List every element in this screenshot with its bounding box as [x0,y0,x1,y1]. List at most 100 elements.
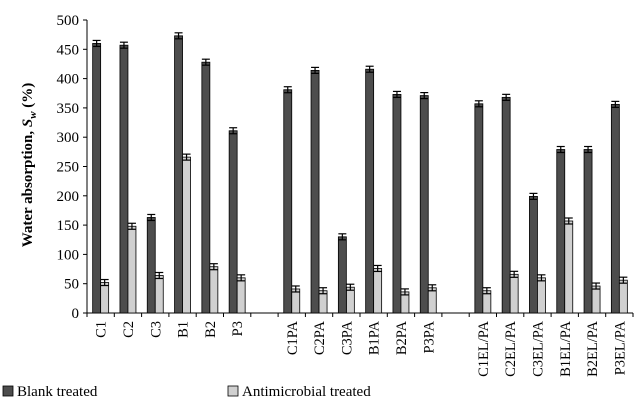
bar [509,273,519,314]
bar [146,217,156,314]
bar-group [100,278,110,314]
bar-group [365,65,375,314]
x-tick-label: B1EL/PA [558,320,574,376]
bar-group [174,32,183,314]
y-tick-label: 100 [57,247,80,263]
bar-group [419,91,429,314]
bar [182,156,191,314]
bar [92,43,102,314]
bar [392,94,402,314]
legend-swatch [227,385,239,397]
bar-group [119,41,129,314]
legend-swatch [2,385,14,397]
bar [345,286,355,314]
bar-group [201,58,211,314]
bars-layer [92,32,628,314]
y-tick-label: 150 [57,218,80,234]
ticks-layer: 0 50 100 150 200 250 300 350 400 450 500 C1 C2 C3 B1 B2… [57,13,634,377]
bar-group [228,127,238,314]
y-tick-label: 400 [57,72,80,88]
bar [610,103,620,314]
bar [537,277,546,314]
bar [228,130,238,314]
bar [618,279,628,314]
bar [236,277,246,314]
x-tick-label: C1 [94,321,110,338]
bar-group [618,276,628,314]
y-axis-label-unit: (%) [20,83,36,112]
x-tick-label: C2 [121,321,137,338]
bar [119,44,129,314]
bar-group [209,263,219,314]
bar-group [92,39,102,314]
bar-group [610,100,620,314]
bar-group [392,90,402,314]
legend: Blank treated Antimicrobial treated [2,384,371,400]
bar-group [291,285,301,314]
bar-group [583,145,593,314]
bar-group [345,283,355,314]
bar [564,220,574,314]
bar-group [529,192,538,314]
bar-group [310,66,320,314]
bar [209,266,219,314]
y-tick-label: 0 [72,306,80,322]
bar [283,89,293,314]
x-tick-label: C1PA [285,320,301,355]
x-tick-label: B2 [203,321,219,338]
x-tick-label: P3 [230,321,246,336]
y-axis-label-text: Water absorption, Sw (%) [20,83,39,248]
bar-group [564,217,574,314]
bar [419,95,429,314]
bar [501,96,511,314]
bar [591,285,601,314]
bar-group [283,86,293,314]
x-tick-label: B2EL/PA [585,320,601,376]
y-tick-label: 200 [57,189,80,205]
x-tick-label: B2PA [394,320,410,355]
bar-group [591,282,601,314]
y-tick-label: 300 [57,130,80,146]
bar [474,103,484,314]
y-tick-label: 450 [57,42,80,58]
bar-group [236,274,246,314]
legend-label: Blank treated [17,384,98,400]
y-axis-label-symbol: S [20,119,36,127]
bar [529,195,538,314]
y-axis-label-subscript: w [27,111,39,119]
bar-group [427,284,437,314]
bar [291,288,301,314]
bar-group [537,274,546,314]
bar [127,225,137,314]
x-tick-label: C2PA [312,320,328,355]
bar [337,236,347,314]
x-tick-label: C1EL/PA [476,320,492,376]
bar [201,61,211,314]
bar-group [318,287,328,314]
x-tick-label: B1PA [367,320,383,355]
bar-group [509,270,519,314]
bar-group [182,153,191,314]
x-tick-label: C3PA [339,320,355,355]
axes-layer [86,20,633,314]
bar [100,282,110,314]
bar [373,268,383,314]
y-tick-label: 350 [57,101,80,117]
x-tick-label: P3PA [421,320,437,353]
y-tick-label: 50 [64,277,79,293]
legend-label: Antimicrobial treated [242,384,371,400]
bar [556,149,566,314]
bar-group [556,145,566,314]
legend-item: Blank treated [2,384,98,400]
bar-group [146,213,156,314]
bar [427,287,437,314]
bar [310,69,320,314]
bar [365,68,375,314]
bar-group [127,222,137,314]
x-tick-label: C3EL/PA [530,320,546,376]
bar-group [154,271,164,314]
bar [154,275,164,314]
bar-group [474,100,484,314]
y-tick-label: 250 [57,160,80,176]
x-tick-label: B1 [176,321,192,338]
